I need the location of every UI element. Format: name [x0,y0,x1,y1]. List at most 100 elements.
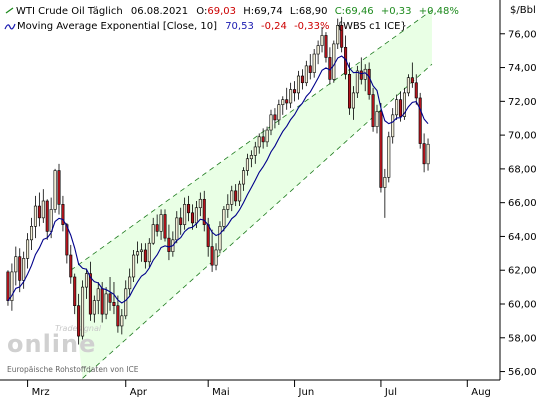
candle-body [187,204,191,214]
change-pct: +0,48% [419,6,459,17]
candle [202,190,206,232]
candle-body [367,68,371,95]
candle [155,214,159,237]
candle [375,104,379,134]
x-tick-label: Mai [212,387,230,398]
candle-body [261,136,265,143]
y-axis: $/Bbl 56,00 58,00 60,00 62,00 64,00 66,00 68,0… [499,0,537,380]
candle [285,87,289,110]
candle [159,209,163,240]
candle [30,217,34,250]
candle [18,248,22,293]
change-abs: +0,33 [381,6,412,17]
candle [414,74,418,105]
candle [190,204,194,230]
candle-body [18,256,22,281]
candle-body [104,293,108,315]
ma-change-abs: -0,24 [261,21,287,32]
candle [26,233,30,269]
candle-body [81,286,85,337]
candle [422,133,426,173]
candle-body [92,300,96,315]
candle [379,103,383,193]
candle-body [324,35,328,58]
x-tick-label: Jun [298,387,315,398]
candle [387,131,391,183]
y-tick-label: 62,00 [508,266,537,277]
candle-body [37,205,41,219]
candle [332,40,336,83]
indicator-row: Moving Average Exponential [Close, 10] 7… [4,21,407,32]
candle [151,217,155,245]
candle [139,243,143,262]
candle-body [73,276,77,306]
candle-body [277,104,281,121]
candle-body [108,293,112,303]
candle [242,167,246,191]
candle-body [159,214,163,232]
candle-body [100,288,104,315]
candle-body [194,207,198,224]
x-tick-label: Jul [384,387,397,398]
y-tick-label: 66,00 [508,198,537,209]
candle [402,87,406,120]
candle-body [214,249,218,266]
candle-body [218,226,222,251]
candle-body [375,111,379,127]
candle [245,153,249,176]
candle-body [402,92,406,117]
candle-body [414,82,418,99]
candle-body [308,65,312,73]
candle-body [22,258,26,281]
candle-body [151,224,155,244]
candle [108,276,112,311]
candle-body [245,158,249,171]
candle-body [33,205,37,227]
candle [277,99,281,125]
candle-body [371,94,375,127]
candle-body [128,276,132,290]
candle [120,309,124,335]
candle [198,192,202,217]
candle [92,295,96,323]
candle-body [155,224,159,232]
candle-body [249,155,253,160]
candle [234,184,238,207]
y-tick-label: 64,00 [508,232,537,243]
candle [33,195,37,239]
candle-body [426,143,430,165]
candle-body [167,237,171,252]
candle [351,86,355,120]
x-tick-label: Mrz [32,387,50,398]
candle-body [312,53,316,73]
candle [163,209,167,242]
candle-body [175,217,179,241]
candle [69,244,73,284]
candle-body [49,209,53,232]
candle [391,108,395,144]
x-tick-label: Apr [130,387,148,398]
candle [371,87,375,132]
y-tick-label: 74,00 [508,63,537,74]
y-tick-label: 68,00 [508,164,537,175]
candle [226,194,230,218]
candle-body [348,74,352,109]
candle-body [399,99,403,117]
candle [273,108,277,129]
candle-body [281,99,285,106]
candle-body [202,198,206,225]
high-value: H:69,74 [243,6,283,17]
candle [316,40,320,65]
candle-body [88,273,92,315]
candle [218,221,222,254]
candle [281,96,285,115]
candle [10,263,14,311]
candle-body [265,129,269,143]
y-tick-label: 70,00 [508,131,537,142]
candle-body [406,77,410,94]
candle-body [210,246,214,266]
candle-body [45,200,49,232]
y-tick-label: 60,00 [508,300,537,311]
channel-fill [70,10,432,379]
